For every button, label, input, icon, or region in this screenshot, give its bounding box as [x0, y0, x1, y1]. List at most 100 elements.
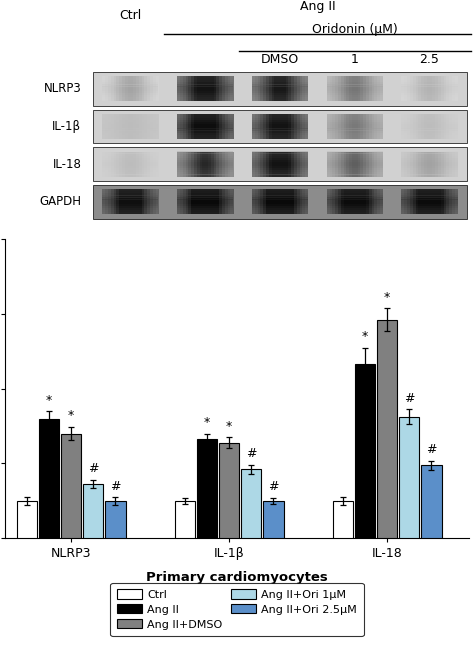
Bar [355, 76, 358, 101]
Bar [401, 76, 457, 79]
Text: *: * [204, 416, 210, 429]
Bar [377, 152, 381, 176]
Bar [139, 152, 142, 176]
Bar [404, 76, 408, 101]
Bar [401, 130, 457, 133]
Text: *: * [68, 409, 74, 422]
Bar [102, 85, 158, 87]
Bar [252, 162, 308, 164]
Bar [102, 113, 158, 116]
Bar [449, 152, 453, 176]
Bar [401, 87, 457, 89]
Bar [349, 76, 352, 101]
Bar [177, 156, 233, 158]
Bar [269, 114, 272, 139]
Bar [177, 201, 233, 204]
Bar [294, 152, 297, 176]
Bar [421, 189, 424, 214]
Bar [177, 126, 233, 129]
Text: #: # [110, 480, 120, 493]
Bar [102, 191, 158, 193]
Bar [416, 152, 419, 176]
Bar [327, 87, 383, 89]
Bar [291, 114, 294, 139]
Bar [372, 114, 375, 139]
Bar [427, 152, 430, 176]
Bar [421, 152, 424, 176]
Bar [280, 189, 283, 214]
Bar [252, 166, 308, 168]
Bar [219, 189, 222, 214]
Bar [327, 97, 383, 99]
Bar [225, 114, 228, 139]
Bar [177, 95, 233, 97]
Bar [401, 170, 457, 172]
Bar [372, 76, 375, 101]
Bar [117, 76, 119, 101]
Bar [327, 168, 383, 170]
Bar [401, 120, 457, 122]
Bar [208, 76, 211, 101]
Bar [177, 116, 233, 118]
Text: Ctrl: Ctrl [119, 9, 142, 21]
Bar [401, 76, 405, 101]
Bar [252, 199, 308, 202]
Bar [266, 152, 269, 176]
Text: Ang II: Ang II [300, 1, 335, 13]
Bar [369, 189, 372, 214]
Bar [252, 89, 308, 91]
Bar [327, 78, 383, 81]
Bar [360, 189, 364, 214]
Bar [401, 114, 405, 139]
Bar [177, 199, 233, 202]
Bar [346, 76, 350, 101]
Bar [419, 114, 421, 139]
Bar [302, 76, 306, 101]
Bar [413, 152, 416, 176]
Bar [327, 85, 383, 87]
Bar [205, 189, 209, 214]
Bar [272, 189, 275, 214]
Bar [401, 195, 457, 197]
Bar [111, 114, 114, 139]
Bar [252, 116, 308, 118]
Bar [122, 76, 125, 101]
Bar [341, 76, 344, 101]
Bar [117, 114, 119, 139]
Bar [327, 83, 383, 85]
Bar [197, 189, 200, 214]
Bar [285, 76, 289, 101]
Bar [294, 114, 297, 139]
Bar [230, 114, 234, 139]
Bar [175, 501, 195, 538]
Bar [177, 76, 181, 101]
Bar [294, 76, 297, 101]
Bar [346, 189, 350, 214]
Bar [102, 99, 158, 101]
Bar [410, 76, 413, 101]
Bar [263, 501, 283, 538]
Bar [277, 76, 281, 101]
Bar [421, 465, 441, 538]
Bar [401, 89, 457, 91]
Bar [285, 189, 289, 214]
Bar [352, 114, 355, 139]
Bar [327, 113, 383, 116]
Bar [197, 439, 217, 538]
Bar [329, 114, 333, 139]
Bar [374, 152, 378, 176]
Bar [188, 152, 191, 176]
Bar [401, 85, 457, 87]
Bar [329, 76, 333, 101]
Bar [252, 97, 308, 99]
Bar [211, 152, 214, 176]
Bar [401, 201, 457, 204]
Bar [102, 208, 158, 210]
Bar [380, 189, 383, 214]
Bar [177, 170, 233, 172]
Text: *: * [362, 330, 368, 343]
Bar [230, 76, 234, 101]
Bar [102, 95, 158, 97]
Bar [288, 152, 292, 176]
Bar [257, 152, 261, 176]
